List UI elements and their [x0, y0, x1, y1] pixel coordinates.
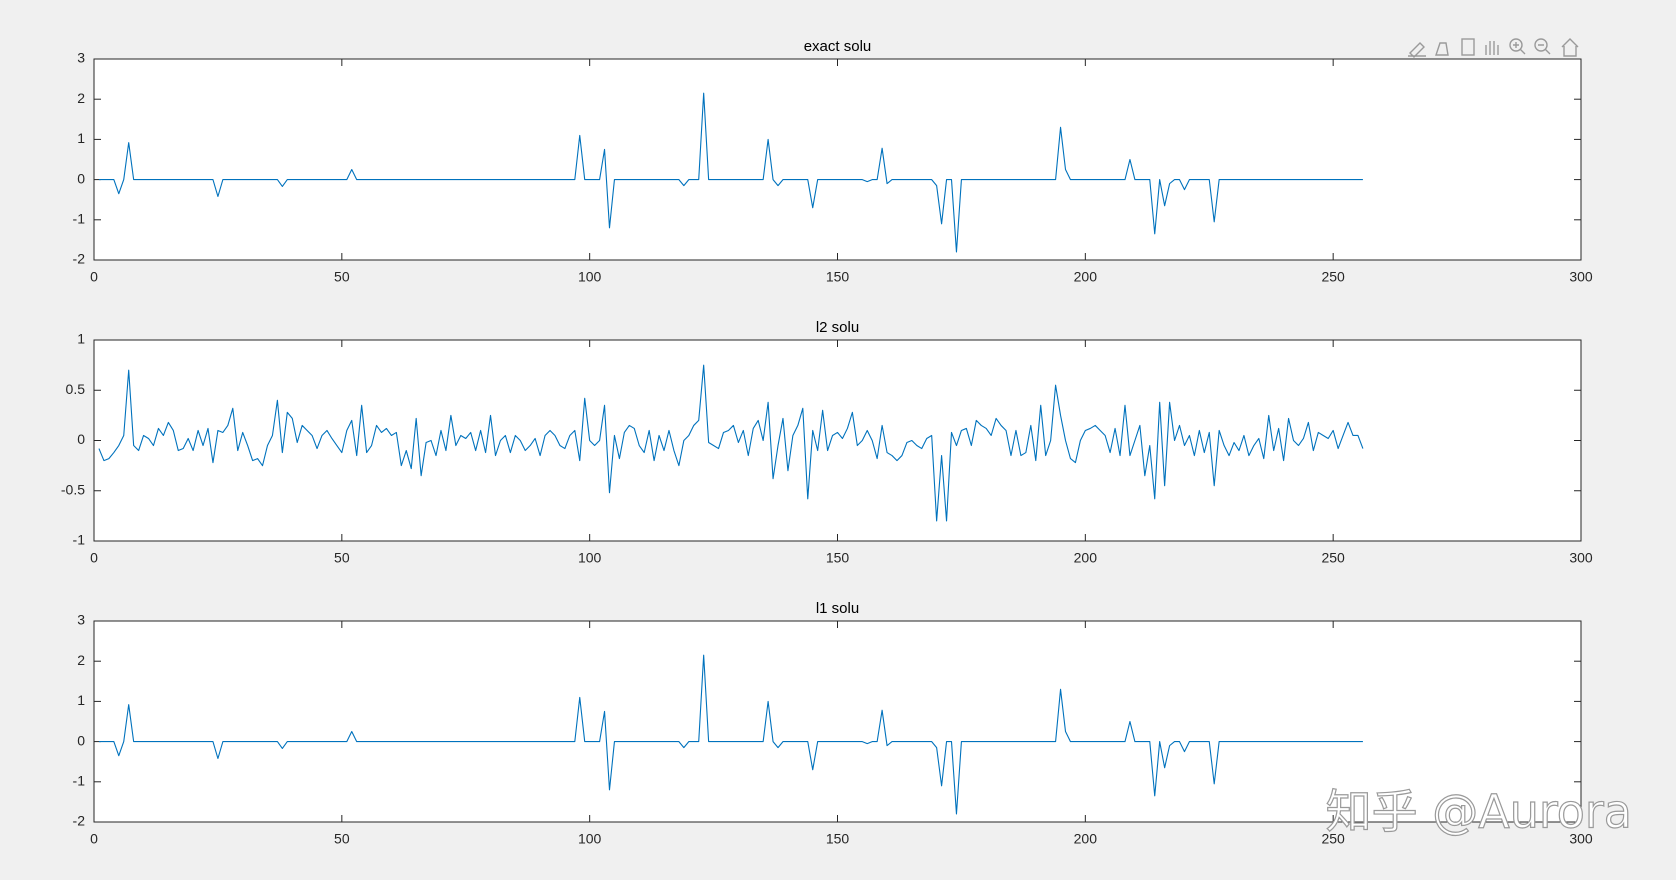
x-tick-label: 150 [826, 269, 850, 285]
toolbar-pan[interactable] [1485, 41, 1499, 55]
y-tick-label: 1 [77, 692, 85, 708]
x-tick-label: 200 [1074, 269, 1098, 285]
x-tick-label: 200 [1074, 831, 1098, 847]
y-tick-label: -1 [73, 532, 86, 548]
y-tick-label: 3 [77, 612, 85, 628]
plot-area [94, 621, 1581, 822]
watermark: 知乎 @Aurora [1326, 785, 1632, 839]
y-tick-label: 0 [77, 170, 85, 186]
x-tick-label: 100 [578, 831, 602, 847]
x-tick-label: 200 [1074, 550, 1098, 566]
y-tick-label: 3 [77, 50, 85, 66]
toolbar-edit[interactable] [1408, 42, 1426, 58]
axes-box [93, 58, 1582, 261]
y-tick-label: 1 [77, 130, 85, 146]
y-tick-label: -0.5 [61, 481, 85, 497]
x-tick-label: 250 [1321, 550, 1345, 566]
y-tick-label: 2 [77, 90, 85, 106]
toolbar-zoom-in[interactable] [1509, 38, 1523, 52]
axes: l2 solu 0 50 100 150 200 250 300 -1 -0.5 0 0.5 1 [61, 319, 1593, 566]
toolbar-zoom-out-glyph [1538, 44, 1551, 55]
y-tick-label: 2 [77, 652, 85, 668]
axes: exact solu 0 50 100 150 200 250 300 -2 -1 0 1 2 3 [73, 38, 1593, 285]
y-tick-label: 0 [77, 732, 85, 748]
chart-title: l1 solu [816, 600, 859, 617]
x-tick-label: 100 [578, 550, 602, 566]
x-tick-label: 150 [826, 550, 850, 566]
data-line [98, 92, 1363, 253]
y-tick-label: -1 [73, 773, 86, 789]
toolbar[interactable] [1408, 38, 1579, 58]
toolbar-home[interactable] [1561, 38, 1579, 57]
y-tick-label: -2 [73, 813, 86, 829]
x-tick-label: 300 [1569, 269, 1593, 285]
toolbar-data-tips[interactable] [1461, 38, 1475, 56]
axes: l1 solu 0 50 100 150 200 250 300 -2 -1 0 1 2 3 [73, 600, 1593, 847]
x-tick-label: 50 [334, 550, 350, 566]
x-tick-label: 50 [334, 831, 350, 847]
axes-box [93, 620, 1582, 823]
axes-box [93, 339, 1582, 542]
y-tick-label: 0.5 [66, 381, 86, 397]
y-tick-label: 1 [77, 331, 85, 347]
x-tick-label: 0 [90, 269, 98, 285]
x-tick-label: 150 [826, 831, 850, 847]
x-tick-label: 300 [1569, 550, 1593, 566]
y-tick-label: -2 [73, 251, 86, 267]
data-line [98, 654, 1363, 815]
x-tick-label: 250 [1321, 269, 1345, 285]
toolbar-brush[interactable] [1435, 42, 1449, 56]
x-tick-label: 250 [1321, 831, 1345, 847]
x-tick-label: 0 [90, 550, 98, 566]
plot-area [94, 59, 1581, 260]
y-tick-label: 0 [77, 431, 85, 447]
x-tick-label: 100 [578, 269, 602, 285]
x-tick-label: 50 [334, 269, 350, 285]
toolbar-zoom-in-glyph [1513, 42, 1526, 55]
chart-title: l2 solu [816, 319, 859, 336]
plot-area [94, 340, 1581, 541]
x-tick-label: 300 [1569, 831, 1593, 847]
data-line [98, 364, 1364, 522]
toolbar-zoom-out[interactable] [1534, 38, 1548, 52]
y-tick-label: -1 [73, 211, 86, 227]
x-tick-label: 0 [90, 831, 98, 847]
chart-title: exact solu [804, 38, 872, 55]
